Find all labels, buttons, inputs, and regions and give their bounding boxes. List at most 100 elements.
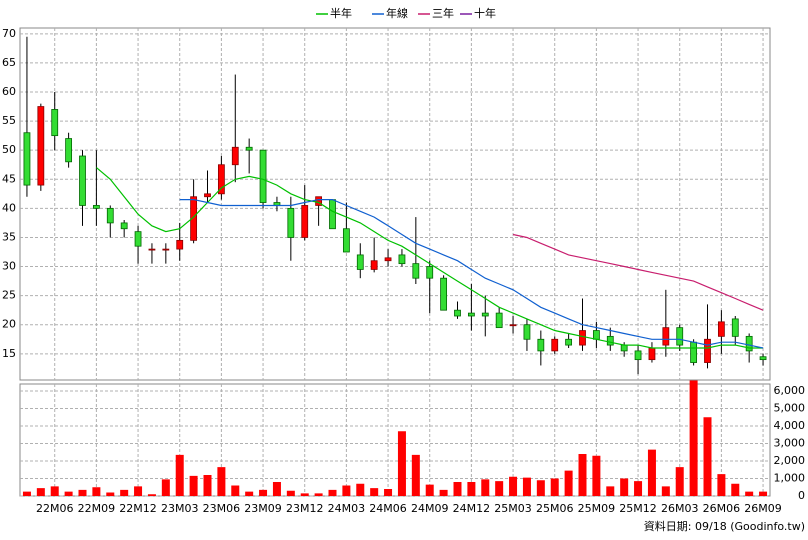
- candle-body: [176, 239, 184, 250]
- volume-bar: [328, 489, 337, 496]
- volume-bar: [106, 492, 115, 496]
- volume-bar: [370, 488, 379, 496]
- candle-body: [606, 335, 614, 346]
- y-tick-label: 6,000: [774, 384, 806, 397]
- candle-body: [398, 254, 406, 265]
- y-tick-label: 4,000: [774, 419, 806, 432]
- candle-body: [745, 335, 753, 352]
- candle-body: [245, 146, 253, 151]
- y-tick-label: 50: [2, 143, 16, 156]
- volume-bar: [647, 449, 656, 496]
- volume-bar: [50, 486, 59, 496]
- candle-body: [481, 312, 489, 317]
- x-tick-label: 23M09: [244, 502, 282, 515]
- y-tick-label: 30: [2, 260, 16, 273]
- candle-body: [551, 338, 559, 352]
- volume-bar: [411, 454, 420, 496]
- volume-bar: [634, 481, 643, 496]
- volume-bar: [245, 491, 254, 496]
- volume-bar: [217, 467, 226, 496]
- volume-bar: [731, 483, 740, 496]
- ma-line: [512, 233, 764, 311]
- volume-bar: [661, 486, 670, 496]
- x-tick-label: 24M06: [369, 502, 407, 515]
- volume-bar: [759, 491, 768, 496]
- candle-body: [370, 260, 378, 270]
- volume-bar: [522, 477, 531, 496]
- candle-body: [426, 266, 434, 279]
- candle-body: [634, 350, 642, 361]
- y-tick-label: 65: [2, 56, 16, 69]
- x-tick-label: 22M09: [78, 502, 116, 515]
- y-tick-label: 2,000: [774, 454, 806, 467]
- x-tick-label: 24M03: [328, 502, 366, 515]
- candle-body: [467, 312, 475, 317]
- y-tick-label: 20: [2, 318, 16, 331]
- footer: 資料日期: 09/18 (Goodinfo.tw): [644, 519, 805, 533]
- volume-bar: [161, 479, 170, 496]
- volume-bar: [120, 489, 129, 496]
- y-tick-label: 70: [2, 27, 16, 40]
- volume-frame: [19, 383, 771, 497]
- candle-body: [509, 324, 517, 327]
- candle-body: [648, 347, 656, 361]
- volume-bar: [509, 476, 518, 496]
- candle-body: [731, 318, 739, 337]
- volume-bar: [78, 489, 87, 496]
- candle-body: [537, 338, 545, 352]
- candle-body: [106, 207, 114, 224]
- candle-body: [259, 149, 267, 203]
- volume-bar: [259, 489, 268, 496]
- legend-label: 年線: [386, 6, 408, 20]
- candle-body: [356, 254, 364, 270]
- volume-bar: [439, 489, 448, 496]
- candle-body: [690, 341, 698, 363]
- volume-bar: [342, 485, 351, 496]
- volume-bar: [64, 491, 73, 496]
- candle-body: [717, 321, 725, 337]
- x-tick-label: 25M06: [536, 502, 574, 515]
- candle-body: [37, 106, 45, 186]
- volume-bar: [92, 487, 101, 496]
- volume-bar: [564, 470, 573, 496]
- candle-body: [329, 199, 336, 230]
- volume-bar: [689, 380, 698, 496]
- candle-body: [231, 146, 239, 166]
- volume-bar: [356, 483, 365, 496]
- volume-bar: [620, 478, 629, 496]
- volume-bar: [536, 480, 545, 496]
- y-tick-label: 1,000: [774, 472, 806, 485]
- volume-bar: [384, 489, 393, 496]
- volume-bar: [703, 417, 712, 496]
- price-frame: [19, 27, 771, 381]
- volume-bar: [175, 454, 184, 496]
- volume-bar: [231, 485, 240, 496]
- legend-label: 半年: [330, 6, 352, 20]
- x-tick-label: 25M03: [494, 502, 532, 515]
- candle-body: [315, 196, 323, 206]
- volume-bar: [550, 478, 559, 496]
- volume-bar: [314, 493, 323, 496]
- y-tick-label: 60: [2, 85, 16, 98]
- candle-body: [65, 138, 73, 163]
- volume-bar: [495, 481, 504, 496]
- legend-label: 三年: [432, 6, 454, 20]
- candle-body: [190, 196, 198, 241]
- candle-body: [23, 132, 31, 186]
- volume-bar: [675, 467, 684, 496]
- candle-body: [440, 277, 448, 311]
- volume-bar: [300, 493, 309, 496]
- candle-body: [134, 231, 142, 247]
- candle-body: [454, 309, 461, 317]
- y-tick-label: 0: [798, 489, 805, 502]
- candle-body: [217, 164, 225, 195]
- y-tick-label: 5,000: [774, 402, 806, 415]
- candle-body: [301, 205, 309, 238]
- candle-body: [287, 207, 295, 238]
- y-tick-label: 35: [2, 230, 16, 243]
- candle-body: [759, 356, 767, 361]
- x-tick-label: 26M03: [661, 502, 699, 515]
- volume-bar: [272, 482, 281, 496]
- y-tick-label: 40: [2, 201, 16, 214]
